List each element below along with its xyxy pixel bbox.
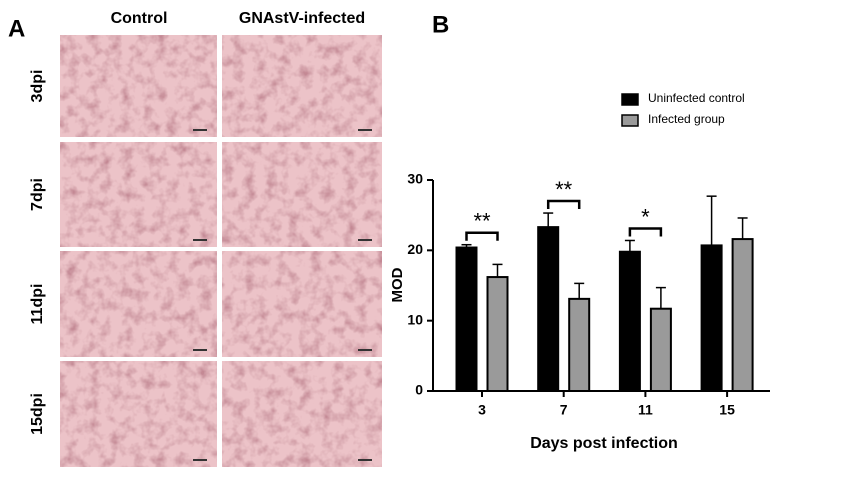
legend-label: Uninfected control [648, 91, 745, 105]
scale-bar [193, 129, 207, 131]
micrograph [60, 361, 217, 467]
x-tick-label: 3 [478, 402, 486, 418]
significance-bracket [546, 199, 581, 210]
row-label: 7dpi [29, 178, 46, 211]
micrograph [60, 251, 217, 357]
bar [537, 226, 560, 392]
scale-bar [358, 129, 372, 131]
bar [731, 238, 754, 392]
bar [618, 250, 641, 392]
row-label: 11dpi [29, 284, 46, 325]
panel-label: B [432, 11, 449, 38]
bar [455, 246, 478, 392]
column-header: GNAstV-infected [239, 10, 365, 27]
significance-bracket [628, 227, 663, 237]
x-tick-label: 15 [719, 402, 735, 418]
y-tick-label: 20 [407, 241, 423, 257]
y-axis-label: MOD [389, 267, 406, 302]
bar [649, 307, 672, 392]
significance-label: * [641, 204, 650, 229]
legend-swatch [621, 93, 639, 106]
significance-bracket [465, 231, 499, 241]
y-tick-label: 10 [407, 311, 423, 327]
scale-bar [193, 239, 207, 241]
significance-label: ** [555, 177, 573, 202]
micrograph [222, 361, 382, 467]
micrograph [222, 142, 382, 247]
scale-bar [193, 459, 207, 461]
x-tick-label: 7 [560, 402, 568, 418]
significance-label: ** [473, 209, 491, 234]
column-header: Control [111, 10, 168, 27]
row-label: 3dpi [29, 70, 46, 103]
legend-label: Infected group [648, 112, 725, 126]
scale-bar [358, 459, 372, 461]
micrographs [60, 35, 382, 467]
micrograph [222, 35, 382, 137]
bar [568, 297, 591, 393]
scale-bar [193, 349, 207, 351]
micrograph [60, 142, 217, 247]
bar [486, 276, 509, 392]
bar [700, 244, 723, 392]
y-tick-label: 0 [415, 382, 423, 398]
micrograph [60, 35, 217, 137]
scale-bar [358, 239, 372, 241]
panel-label: A [8, 15, 25, 42]
row-label: 15dpi [29, 393, 46, 435]
micrograph [222, 251, 382, 357]
y-tick-label: 30 [407, 171, 423, 187]
x-tick-label: 11 [638, 402, 653, 418]
legend-swatch [621, 114, 639, 127]
x-axis-label: Days post infection [530, 435, 678, 452]
scale-bar [358, 349, 372, 351]
